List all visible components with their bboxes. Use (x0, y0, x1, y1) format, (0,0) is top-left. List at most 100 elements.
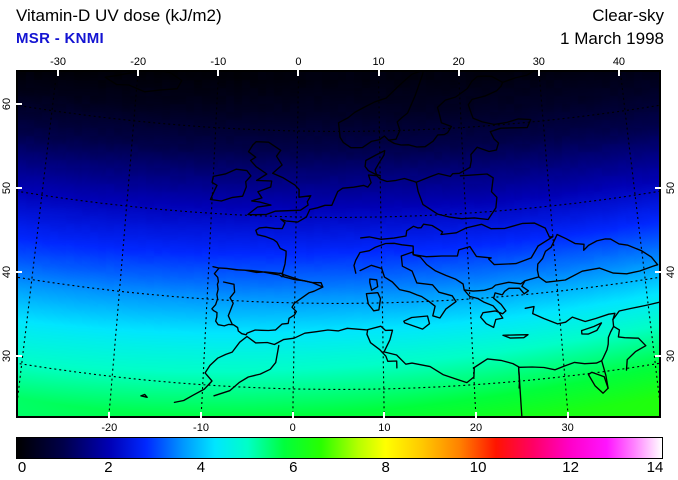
coastline-greece-border (463, 280, 526, 292)
axis-tickmark (655, 187, 661, 190)
coastline-danube-border (412, 245, 539, 266)
colorbar-tick-8: 8 (381, 459, 390, 476)
colorbar-tick-10: 10 (469, 459, 487, 476)
xtick-bottom-30: 30 (561, 422, 574, 434)
coastline-sweden-east (387, 75, 532, 183)
ytick-left-50: 50 (1, 182, 14, 195)
xtick-top-neg10: -10 (210, 56, 227, 68)
axis-tickmark (16, 103, 22, 106)
coastline-cyprus (580, 322, 603, 335)
meridian-40 (619, 72, 659, 398)
coastline-suez-sinai (601, 360, 609, 389)
axis-tickmark (217, 70, 220, 76)
colorbar-tick-14: 14 (646, 459, 664, 476)
coastline-ireland (209, 168, 252, 202)
coastline-germany-borders (360, 223, 492, 240)
xtick-top-30: 30 (532, 56, 545, 68)
coastline-iberia-intborder (222, 281, 236, 326)
axis-tickmark (474, 412, 477, 418)
coastline-crete (502, 334, 529, 339)
ytick-right-40: 40 (665, 266, 678, 279)
coastline-red-sea-w (587, 371, 609, 394)
axis-tickmark (537, 70, 540, 76)
colorbar-tick-2: 2 (104, 459, 113, 476)
axis-tickmark (57, 70, 60, 76)
meridian-neg30 (18, 72, 58, 398)
axis-tickmark (137, 70, 140, 76)
coastline-france-borders (281, 273, 324, 288)
colorbar-container (16, 437, 663, 459)
coastline-norway-border (387, 72, 424, 141)
xtick-top-40: 40 (612, 56, 626, 68)
coastline-british-isles-gb (247, 141, 312, 216)
source-label: MSR - KNMI (16, 30, 104, 47)
axis-tickmark (566, 412, 569, 418)
coastline-algeria-border-1 (213, 344, 280, 397)
axis-tickmark (457, 70, 460, 76)
parallel-30 (18, 362, 659, 390)
xtick-bottom-0: 0 (289, 422, 296, 434)
coastline-iceland (104, 72, 183, 93)
coastline-blacksea-north (536, 233, 659, 278)
colorbar-tick-12: 12 (562, 459, 579, 476)
axis-tickmark (16, 355, 22, 358)
coastline-balkans-adriatic (412, 254, 551, 329)
coastline-sicily (403, 315, 431, 330)
axis-tickmark (655, 355, 661, 358)
axis-tickmark (16, 187, 22, 190)
xtick-bottom-20: 20 (469, 422, 483, 434)
coastline-ukraine-borders (490, 222, 554, 247)
coastline-italy (359, 251, 457, 319)
coastline-libya-egypt-border (517, 366, 521, 389)
coastline-north-africa (204, 325, 603, 384)
colorbar-tick-labels: 0 2 4 6 8 10 12 14 (16, 459, 664, 479)
colorbar-tick-6: 6 (289, 459, 298, 476)
coastline-corsica (369, 278, 379, 291)
xtick-top-neg20: -20 (130, 56, 147, 68)
meridian-neg10 (200, 76, 219, 416)
coastline-morocco-atlas (173, 372, 213, 404)
meridian-0 (292, 79, 299, 416)
axis-tickmark (383, 412, 386, 418)
axis-tickmark (108, 412, 111, 418)
xtick-top-10: 10 (372, 56, 385, 68)
coastline-canary-madeira (140, 393, 148, 398)
axis-tickmark (200, 412, 202, 418)
meridian-neg20 (108, 72, 139, 411)
map-overlay (18, 72, 659, 416)
xtick-top-20: 20 (452, 56, 465, 68)
date-label: 1 March 1998 (560, 29, 664, 48)
ytick-right-30: 30 (665, 350, 678, 363)
axis-tickmark (655, 271, 661, 274)
coastline-turkey-south (524, 305, 616, 362)
coastline-turkey-blacksea (549, 264, 659, 283)
coastline-finland-north (501, 72, 534, 84)
page-title: Vitamin-D UV dose (kJ/m2) (16, 6, 222, 25)
colorbar-gradient (16, 437, 663, 459)
colorbar-tick-0: 0 (17, 459, 27, 476)
map-plot-area (16, 70, 661, 418)
parallel-60 (18, 104, 659, 132)
ytick-left-30: 30 (1, 350, 14, 363)
coastline-syria-iraq-border (612, 301, 659, 321)
coastline-alpine-borders (353, 242, 415, 274)
ytick-left-40: 40 (1, 266, 14, 279)
coastline-scandinavia (364, 149, 386, 177)
parallel-50 (18, 190, 659, 218)
axis-tickmark (617, 70, 620, 76)
axis-tickmark (291, 412, 294, 418)
coastline-sardinia (365, 292, 382, 312)
meridian-30 (538, 72, 569, 411)
xtick-top-0: 0 (295, 56, 302, 68)
coastline-poland-borders (415, 173, 498, 221)
ytick-left-60: 60 (1, 98, 14, 111)
axis-tickmark (16, 271, 22, 274)
meridian-10 (378, 79, 385, 416)
ytick-right-50: 50 (665, 182, 678, 195)
axis-tickmark (377, 70, 380, 76)
parallel-40 (18, 276, 659, 304)
xtick-bottom-neg20: -20 (101, 422, 118, 434)
colorbar-tick-4: 4 (196, 459, 206, 476)
coastline-france-north (255, 174, 417, 275)
coastline-tunisia-border (366, 329, 398, 369)
